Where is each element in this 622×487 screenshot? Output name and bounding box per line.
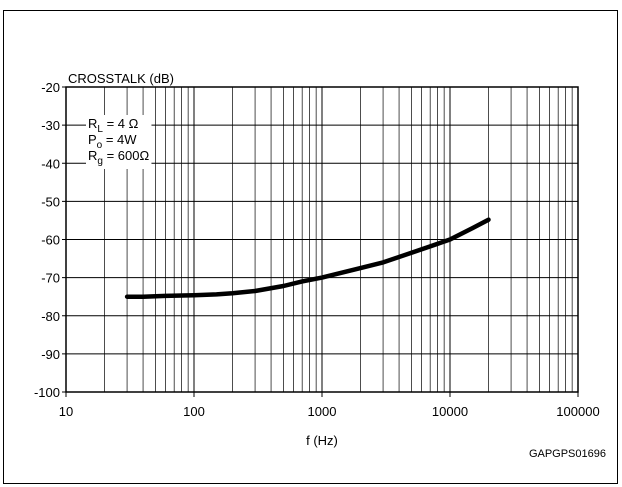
x-tick-label: 100000	[556, 404, 599, 419]
x-tick-label: 1000	[308, 404, 337, 419]
x-tick-label: 100	[183, 404, 205, 419]
y-tick-label: -90	[41, 347, 60, 362]
y-tick-label: -60	[41, 233, 60, 248]
x-tick-label: 10000	[432, 404, 468, 419]
chart-frame	[3, 10, 618, 484]
figure-code: GAPGPS01696	[529, 448, 606, 460]
crosstalk-curve	[124, 217, 491, 299]
x-axis-title: f (Hz)	[306, 433, 338, 448]
y-tick-label: -20	[41, 80, 60, 95]
y-tick-label: -50	[41, 194, 60, 209]
condition-label: RL = 4 Ω	[88, 116, 139, 135]
x-tick-labels: 10 100 1000 10000 100000	[59, 392, 600, 419]
y-tick-label: -40	[41, 156, 60, 171]
plot-area	[65, 86, 579, 393]
y-tick-label: -30	[41, 118, 60, 133]
conditions-box	[86, 115, 152, 169]
y-axis-title: CROSSTALK (dB)	[68, 71, 174, 86]
y-tick-labels: -20 -30 -40 -50 -60 -70 -80 -90 -100	[34, 80, 66, 400]
condition-label: Rg = 600Ω	[88, 148, 149, 167]
y-tick-label: -80	[41, 309, 60, 324]
y-tick-label: -100	[34, 385, 60, 400]
condition-label: Po = 4W	[88, 132, 137, 151]
x-tick-label: 10	[59, 404, 73, 419]
y-tick-label: -70	[41, 271, 60, 286]
